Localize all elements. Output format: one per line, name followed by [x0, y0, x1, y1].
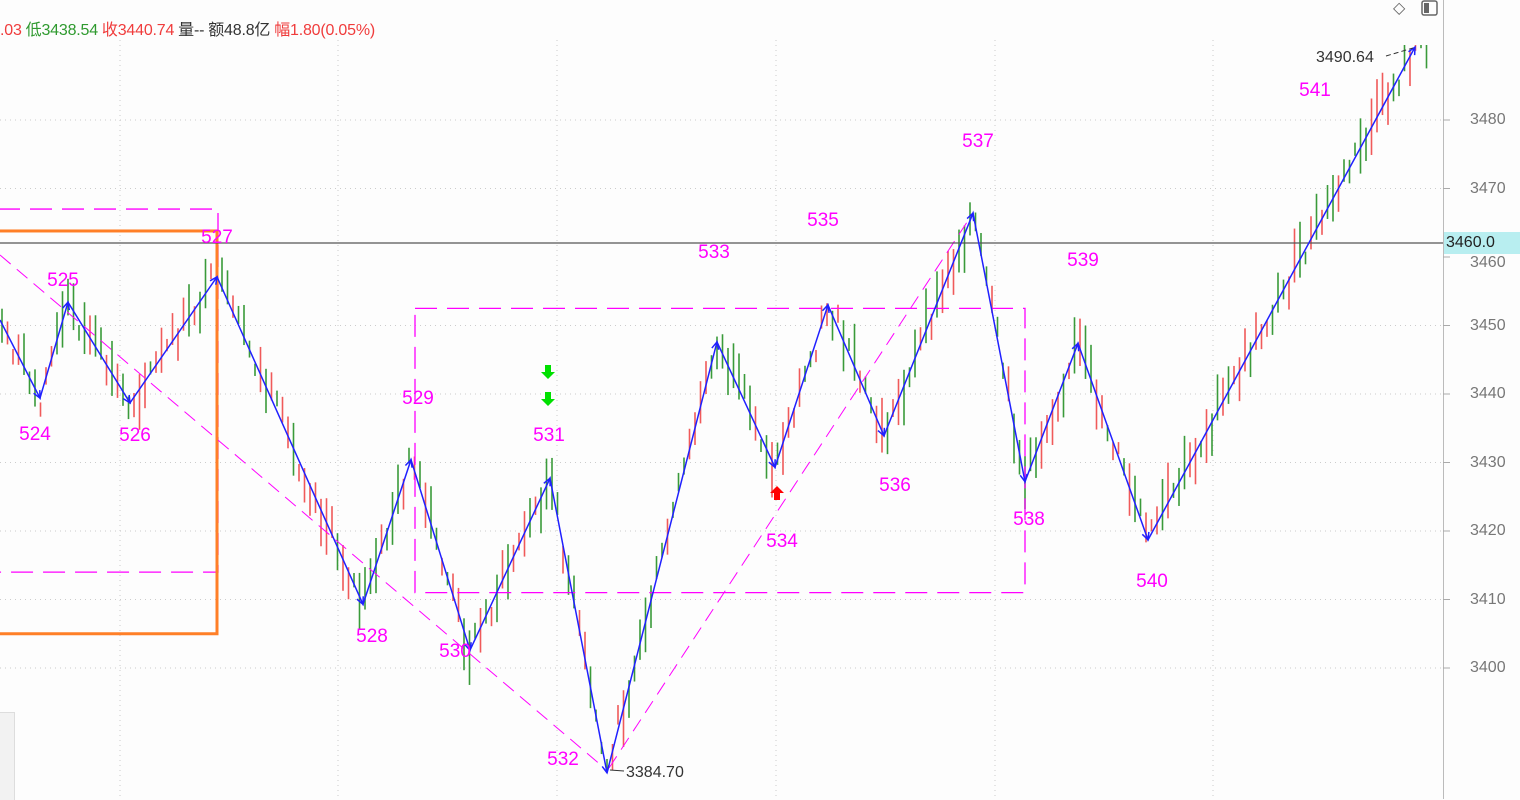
- wave-label: 535: [807, 210, 839, 231]
- wave-label: 541: [1299, 80, 1331, 101]
- zigzag-arrowhead: [1071, 341, 1080, 352]
- wave-label: 533: [698, 242, 730, 263]
- quote-info-bar: .03 低3438.54 收3440.74 量-- 额48.8亿 幅1.80(0.05%): [0, 16, 379, 40]
- sell-signal-arrow-icon: [541, 392, 555, 406]
- wave-box-orange: [0, 229, 219, 636]
- wave-box-dashed: [414, 307, 1026, 594]
- wave-label: 534: [766, 531, 798, 552]
- y-tick-label: 3450: [1470, 316, 1506, 334]
- close-value: 3440.74: [117, 22, 175, 39]
- zigzag-arrowhead: [356, 596, 364, 606]
- zigzag-arrowhead: [463, 642, 472, 652]
- high-price-pointer: [1385, 47, 1414, 57]
- zigzag-arrowhead: [1408, 45, 1416, 56]
- wave-label: 537: [962, 131, 994, 152]
- y-tick-label: 3430: [1470, 453, 1506, 471]
- low-label: 低: [25, 22, 42, 39]
- zigzag-arrowhead: [601, 764, 610, 775]
- wave-label: 539: [1067, 250, 1099, 271]
- zigzag-arrowhead: [404, 458, 413, 468]
- zigzag-arrowhead: [209, 275, 218, 285]
- wave-box-dashed: [0, 208, 219, 573]
- wave-label: 524: [19, 424, 51, 445]
- zigzag-arrowhead: [1141, 531, 1150, 542]
- volume-label: 量: [178, 22, 194, 39]
- wave-label: 540: [1136, 571, 1168, 592]
- y-tick-label: 3460: [1470, 254, 1506, 271]
- current-price-tag: 3460.0: [1444, 232, 1520, 254]
- zigzag-arrowhead: [877, 427, 886, 438]
- wave-label: 531: [533, 425, 565, 446]
- low-price-label: 3384.70: [626, 764, 684, 781]
- open-fragment: .03: [0, 22, 22, 39]
- zigzag-line: [0, 46, 1416, 773]
- wave-label: 532: [547, 749, 579, 770]
- volume-value: --: [193, 22, 205, 39]
- y-tick-label: 3420: [1470, 522, 1506, 539]
- close-label: 收: [101, 22, 118, 39]
- trend-line-down: [0, 254, 603, 767]
- low-value: 3438.54: [41, 22, 98, 39]
- low-price-pointer: [609, 769, 625, 772]
- zigzag-arrowhead: [1019, 473, 1028, 484]
- wave-label: 527: [201, 227, 233, 248]
- change-value: 1.80(0.05%): [290, 22, 375, 39]
- zigzag-arrowhead: [33, 390, 41, 400]
- y-tick-label: 3400: [1470, 659, 1506, 676]
- amount-value: 48.8亿: [224, 22, 271, 39]
- zigzag-arrowhead: [543, 476, 551, 487]
- zigzag-arrowhead: [821, 303, 830, 313]
- price-axis: [1443, 0, 1520, 799]
- amount-label: 额: [208, 22, 225, 39]
- y-tick-label: 3480: [1470, 111, 1506, 128]
- wave-label: 525: [47, 270, 79, 291]
- trend-line-up: [608, 212, 974, 769]
- zigzag-arrowhead: [122, 394, 131, 405]
- high-price-label: 3490.64: [1316, 49, 1374, 66]
- panel-toggle-icon[interactable]: [1421, 0, 1438, 21]
- y-tick-label: 3470: [1470, 179, 1506, 197]
- wave-label: 536: [879, 475, 911, 496]
- buy-signal-arrow-icon: [770, 486, 784, 500]
- wave-label: 528: [356, 626, 388, 647]
- y-tick-label: 3440: [1470, 385, 1506, 402]
- zigzag-arrowhead: [62, 300, 71, 311]
- wave-label: 529: [402, 388, 434, 409]
- wave-label: 530: [439, 641, 471, 662]
- diamond-icon[interactable]: ◇: [1393, 0, 1406, 17]
- corner-widget[interactable]: [0, 712, 15, 800]
- zigzag-arrowhead: [768, 459, 776, 469]
- sell-signal-arrow-icon: [541, 365, 555, 379]
- wave-label: 526: [119, 425, 151, 446]
- zigzag-arrowhead: [966, 211, 975, 222]
- change-label: 幅: [274, 22, 291, 39]
- zigzag-arrowhead: [711, 340, 720, 350]
- wave-label: 538: [1013, 509, 1045, 530]
- y-tick-label: 3410: [1470, 590, 1506, 608]
